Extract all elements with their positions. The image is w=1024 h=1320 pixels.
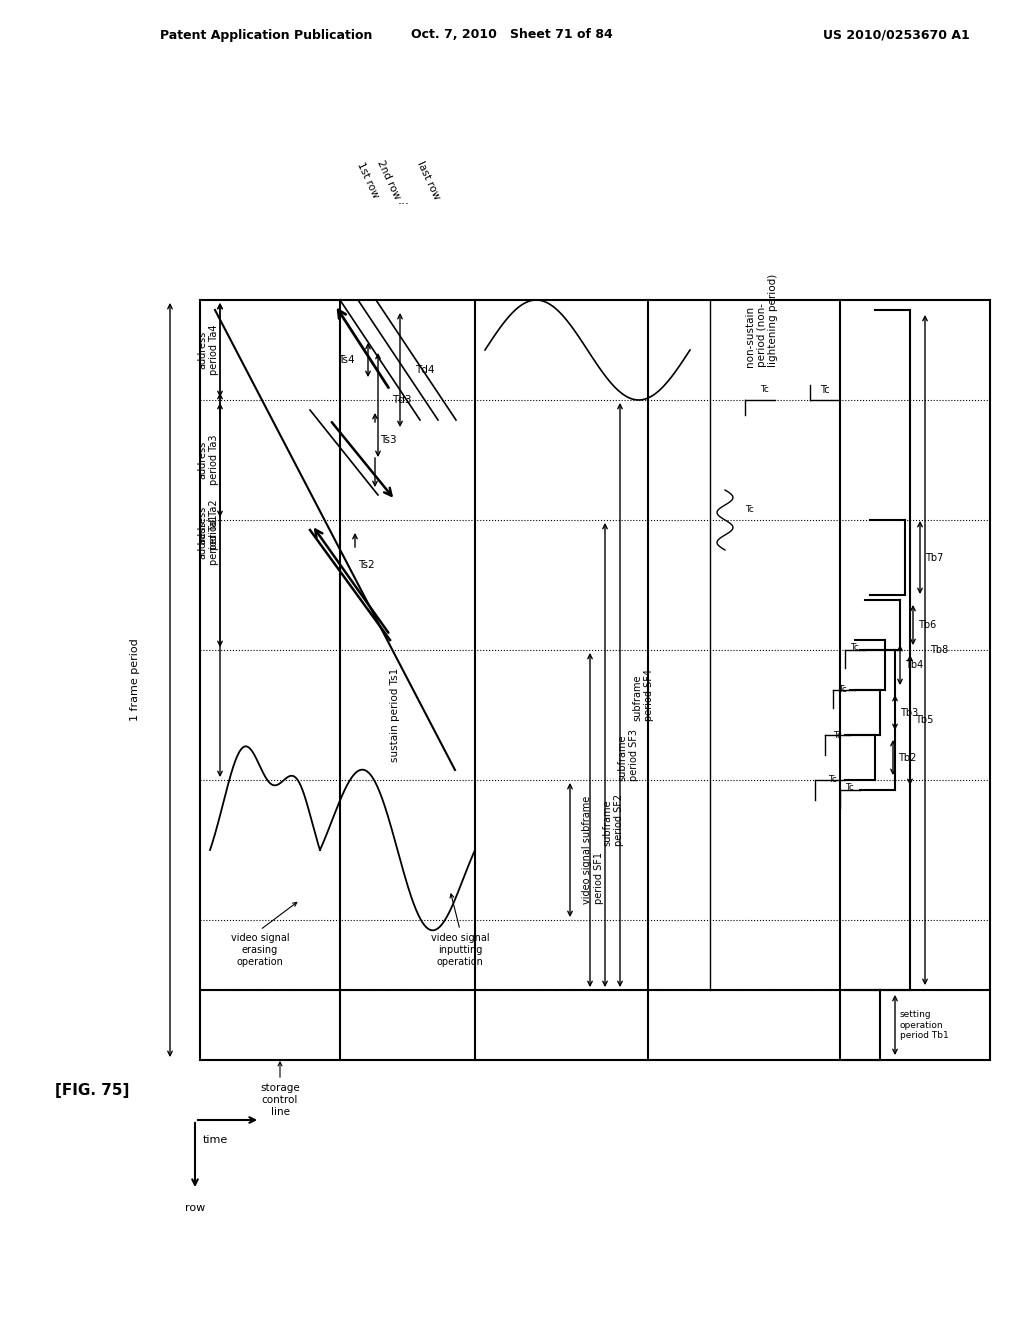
Text: video signal
erasing
operation: video signal erasing operation <box>230 933 290 966</box>
Text: last row: last row <box>415 160 441 201</box>
Text: Ts2: Ts2 <box>358 560 375 570</box>
Text: 1st row: 1st row <box>355 161 380 199</box>
Text: Tb7: Tb7 <box>925 553 943 564</box>
Text: Tb4: Tb4 <box>905 660 924 671</box>
Text: address
period Ta2: address period Ta2 <box>198 500 219 550</box>
Text: [FIG. 75]: [FIG. 75] <box>55 1082 129 1097</box>
Text: Tc: Tc <box>828 776 838 784</box>
Text: ...: ... <box>398 194 410 206</box>
Text: Tb2: Tb2 <box>898 752 916 763</box>
Text: setting
operation
period Tb1: setting operation period Tb1 <box>900 1010 949 1040</box>
Text: non-sustain
period (non-
lightening period): non-sustain period (non- lightening peri… <box>745 273 778 367</box>
Text: address
period Ta1: address period Ta1 <box>198 515 219 565</box>
Text: address
period Ta4: address period Ta4 <box>198 325 219 375</box>
Text: Tc: Tc <box>834 730 843 739</box>
Text: Oct. 7, 2010   Sheet 71 of 84: Oct. 7, 2010 Sheet 71 of 84 <box>411 29 613 41</box>
Text: Ts4: Ts4 <box>338 355 355 366</box>
Text: Tc: Tc <box>851 644 859 652</box>
Text: Tc: Tc <box>839 685 848 694</box>
Text: subframe
period SF4: subframe period SF4 <box>632 669 653 721</box>
Text: 1 frame period: 1 frame period <box>130 639 140 721</box>
Text: Tb8: Tb8 <box>930 645 948 655</box>
Text: Td3: Td3 <box>392 395 412 405</box>
Text: Tc: Tc <box>846 784 854 792</box>
Text: time: time <box>203 1135 227 1144</box>
Text: Tc: Tc <box>820 385 829 395</box>
Text: subframe
period SF2: subframe period SF2 <box>602 793 624 846</box>
Text: Ts3: Ts3 <box>380 436 396 445</box>
Text: sustain period Ts1: sustain period Ts1 <box>390 668 400 762</box>
Text: US 2010/0253670 A1: US 2010/0253670 A1 <box>823 29 970 41</box>
Text: 2nd row: 2nd row <box>375 158 401 201</box>
Text: Tb5: Tb5 <box>915 715 933 725</box>
Text: Tc: Tc <box>761 385 769 395</box>
Text: Tb6: Tb6 <box>918 620 936 630</box>
Text: video signal
inputting
operation: video signal inputting operation <box>431 933 489 966</box>
Text: row: row <box>185 1203 205 1213</box>
Text: Tc: Tc <box>745 506 755 515</box>
Text: video signal subframe
period SF1: video signal subframe period SF1 <box>582 796 603 904</box>
Text: Tb3: Tb3 <box>900 708 919 718</box>
Text: storage
control
line: storage control line <box>260 1084 300 1117</box>
Text: Td4: Td4 <box>415 366 434 375</box>
Text: Patent Application Publication: Patent Application Publication <box>160 29 373 41</box>
Text: address
period Ta3: address period Ta3 <box>198 434 219 486</box>
Text: subframe
period SF3: subframe period SF3 <box>617 729 639 781</box>
